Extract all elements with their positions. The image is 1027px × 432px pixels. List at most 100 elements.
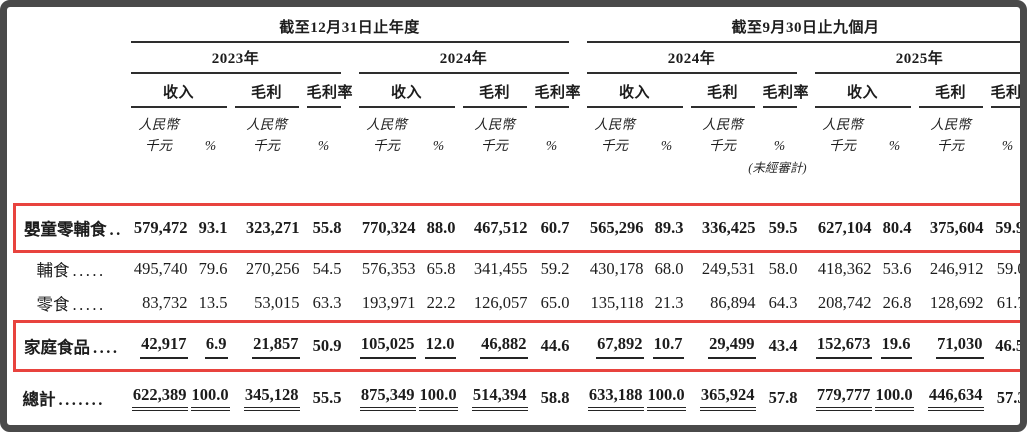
value-cell: 43.4 (758, 320, 801, 372)
value-cell: 21.3 (654, 293, 684, 313)
unit-percent: % (1001, 137, 1014, 153)
gross-margin-header: 毛利率 (531, 74, 581, 108)
spacer-cell (573, 108, 583, 205)
year-header-row: 2023年 2024年 2024年 2025年 (15, 43, 1020, 74)
unit-rmb-thousand: 人民幣 千元 (474, 116, 515, 153)
value-cell: 10.7 (646, 320, 687, 372)
value-cell: 875,349 (355, 370, 419, 425)
value-cell: 88.0 (418, 203, 459, 253)
period-header-9m: 截至9月30日止九個月 (583, 7, 1020, 44)
spacer-cell (345, 43, 355, 73)
spacer-cell (573, 370, 583, 425)
units-header-row: 人民幣 千元 % 人民幣 千元 % 人民幣 千元 % 人民幣 千元 % 人民幣 千元 % … (15, 108, 1021, 205)
metric-header-row: 收入 毛利 毛利率 收入 毛利 毛利率 收入 毛利 毛利率 收入 毛利 毛利率 (15, 74, 1020, 108)
value-cell: 80.4 (874, 203, 915, 253)
unit-percent: % (317, 137, 330, 153)
leader-dots: ..... (72, 295, 106, 315)
value-cell: 336,425 (686, 203, 759, 253)
value-cell: 68.0 (654, 259, 684, 279)
value-cell: 89.3 (646, 203, 687, 253)
value-cell: 12.0 (418, 320, 459, 372)
gross-margin-header: 毛利率 (987, 74, 1020, 108)
unit-rmb-thousand: 人民幣 千元 (930, 116, 971, 153)
gross-profit-header: 毛利 (459, 74, 531, 108)
leader-dots: .. (109, 220, 123, 240)
value-cell: 61.7 (996, 293, 1026, 313)
year-header-2024-9m: 2024年 (583, 43, 801, 74)
value-cell: 13.5 (198, 293, 228, 313)
value-cell: 495,740 (133, 259, 188, 279)
period-header-row: 截至12月31日止年度 截至9月30日止九個月 (15, 7, 1020, 44)
row-label: 嬰童零輔食.. (13, 203, 127, 253)
value-cell: 86,894 (710, 293, 756, 313)
value-cell: 19.6 (874, 320, 915, 372)
table-row-snacks: 零食..... 83,732 13.5 53,015 63.3 193,971 … (15, 286, 1026, 322)
spacer-cell (344, 203, 355, 253)
value-cell: 249,531 (701, 259, 756, 279)
value-cell: 57.8 (768, 388, 798, 408)
row-label: 家庭食品.... (13, 320, 127, 372)
revenue-header: 收入 (127, 74, 231, 108)
value-cell: 71,030 (914, 320, 987, 372)
value-cell: 44.6 (530, 320, 573, 372)
gross-profit-header: 毛利 (687, 74, 759, 108)
spacer-cell (345, 370, 355, 425)
spacer-cell (801, 286, 811, 322)
value-cell: 67,892 (582, 320, 647, 372)
value-cell: 42,917 (126, 320, 191, 372)
spacer-cell (801, 108, 811, 205)
spacer-cell (573, 43, 583, 73)
value-cell: 53.6 (882, 259, 912, 279)
value-cell: 58.8 (540, 388, 570, 408)
gross-profit-header: 毛利 (915, 74, 987, 108)
value-cell: 59.9 (986, 203, 1020, 253)
value-cell: 59.5 (758, 203, 801, 253)
value-cell: 54.5 (312, 259, 342, 279)
spacer-cell (345, 286, 355, 322)
row-label: 零食..... (36, 295, 106, 315)
value-cell: 100.0 (874, 370, 915, 425)
period-header-9m-label: 截至9月30日止九個月 (586, 16, 1020, 44)
value-cell: 622,389 (127, 370, 191, 425)
value-cell: 26.8 (882, 293, 912, 313)
spacer-cell (801, 251, 811, 285)
value-cell: 345,128 (231, 370, 303, 425)
revenue-header: 收入 (811, 74, 915, 108)
value-cell: 22.2 (426, 293, 456, 313)
year-header-2023: 2023年 (127, 43, 345, 74)
value-cell: 105,025 (354, 320, 419, 372)
value-cell: 21,857 (230, 320, 303, 372)
unit-rmb-thousand: 人民幣 千元 (822, 116, 863, 153)
year-header-2025-9m: 2025年 (811, 43, 1020, 74)
spacer-cell (345, 251, 355, 285)
unit-rmb-thousand: 人民幣 千元 (594, 116, 635, 153)
label-col-header (15, 74, 127, 108)
value-cell: 58.0 (768, 259, 798, 279)
spacer-cell (572, 203, 583, 253)
unit-percent: % (660, 137, 673, 153)
value-cell: 633,188 (583, 370, 647, 425)
unit-rmb-thousand: 人民幣 千元 (366, 116, 407, 153)
spacer-cell (801, 43, 811, 73)
label-col-header (15, 43, 127, 73)
table-row-infant-food: 嬰童零輔食.. 579,472 93.1 323,271 55.8 770,32… (13, 203, 1020, 253)
value-cell: 365,924 (687, 370, 759, 425)
value-cell: 779,777 (811, 370, 875, 425)
value-cell: 46.5 (986, 320, 1020, 372)
value-cell: 46,882 (458, 320, 531, 372)
table-row-family-food: 家庭食品.... 42,917 6.9 21,857 50.9 105,025 … (13, 320, 1020, 372)
value-cell: 59.0 (996, 259, 1026, 279)
value-cell: 100.0 (646, 370, 687, 425)
financial-table: 截至12月31日止年度 截至9月30日止九個月 2023年 2024年 2024… (13, 7, 1026, 425)
period-header-fy: 截至12月31日止年度 (127, 7, 573, 44)
unit-percent: % (432, 137, 445, 153)
value-cell: 323,271 (230, 203, 303, 253)
value-cell: 59.2 (540, 259, 570, 279)
value-cell: 579,472 (126, 203, 191, 253)
value-cell: 208,742 (817, 293, 872, 313)
table-row-total: 總計....... 622,389 100.0 345,128 55.5 875… (15, 370, 1020, 425)
value-cell: 128,692 (929, 293, 984, 313)
gross-profit-header: 毛利 (231, 74, 303, 108)
value-cell: 63.3 (312, 293, 342, 313)
period-header-fy-label: 截至12月31日止年度 (130, 16, 569, 44)
